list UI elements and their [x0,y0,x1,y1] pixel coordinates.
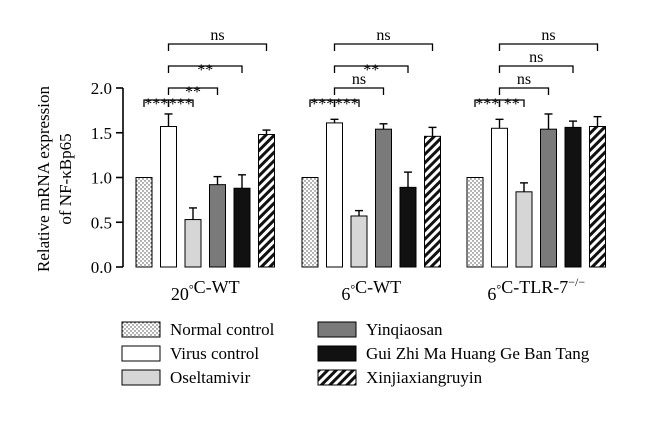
x-group-label: 20°C-WT [171,277,240,304]
significance-label: ns [210,27,224,44]
significance-label: ns [376,27,390,44]
bar [301,177,319,268]
legend-label: Virus control [170,344,259,363]
y-axis-label-line1: Relative mRNA expression [34,85,53,272]
significance-label: ** [363,62,379,79]
x-group-label: 6°C-TLR-7−/− [487,275,585,304]
legend-label: Yinqiaosan [366,320,443,339]
significance-bracket [498,65,574,73]
significance-bracket [498,99,525,107]
significance-label: ns [517,71,531,88]
y-tick-label: 0.0 [91,258,112,277]
bar [491,127,508,268]
significance-label: *** [169,96,193,113]
significance-bracket [167,65,243,73]
bar [350,215,368,268]
significance-label: *** [144,96,168,113]
bar [258,134,275,268]
significance-label: ** [197,62,213,79]
x-group-labels: 20°C-WT 6°C-WT 6°C-TLR-7−/− [171,275,585,304]
significance-bracket [333,99,360,107]
legend-swatch [317,345,357,362]
y-axis-label-line2: of NF-κBp65 [56,133,75,224]
bars [135,113,606,268]
significance-label: ns [541,27,555,44]
legend-label: Normal control [170,320,275,339]
y-axis: 0.0 0.5 1.0 1.5 2.0 [91,79,124,277]
bar [135,177,153,268]
legend-label: Gui Zhi Ma Huang Ge Ban Tang [366,344,590,363]
bar [326,122,343,268]
significance-bracket [333,65,409,73]
bar [209,184,226,268]
bar [160,125,177,268]
y-tick-label: 0.5 [91,213,112,232]
significance-label: ns [529,49,543,66]
significance-label: *** [310,96,334,113]
legend: Normal control Virus control Oseltamivir Yi… [121,320,590,387]
bar [589,125,606,268]
bar [515,191,533,268]
significance-label: ** [504,96,520,113]
significance-bracket [333,43,434,51]
x-group-label: 6°C-WT [341,277,401,304]
bar [184,219,202,268]
significance-label: ** [185,84,201,101]
legend-swatch [317,321,357,338]
significance-bracket [167,87,219,95]
bar [540,128,557,268]
significance-label: ns [352,71,366,88]
significance-bracket [167,43,268,51]
legend-swatch [121,369,161,386]
bar [399,186,417,268]
bar [564,126,582,268]
legend-label: Oseltamivir [170,368,251,387]
significance-bracket [167,99,194,107]
y-tick-label: 1.0 [91,169,112,188]
bar [424,135,441,268]
significance-label: *** [335,96,359,113]
significance-label: *** [475,96,499,113]
legend-swatch [121,321,161,338]
bar [233,187,251,268]
significance-bracket [498,43,599,51]
significance-bracket [333,87,385,95]
bar [375,128,392,268]
legend-label: Xinjiaxiangruyin [366,368,483,387]
significance-bracket [498,87,550,95]
y-tick-label: 1.5 [91,124,112,143]
bar [466,177,484,268]
legend-swatch [317,369,357,386]
legend-swatch [121,345,161,362]
y-tick-label: 2.0 [91,79,112,98]
